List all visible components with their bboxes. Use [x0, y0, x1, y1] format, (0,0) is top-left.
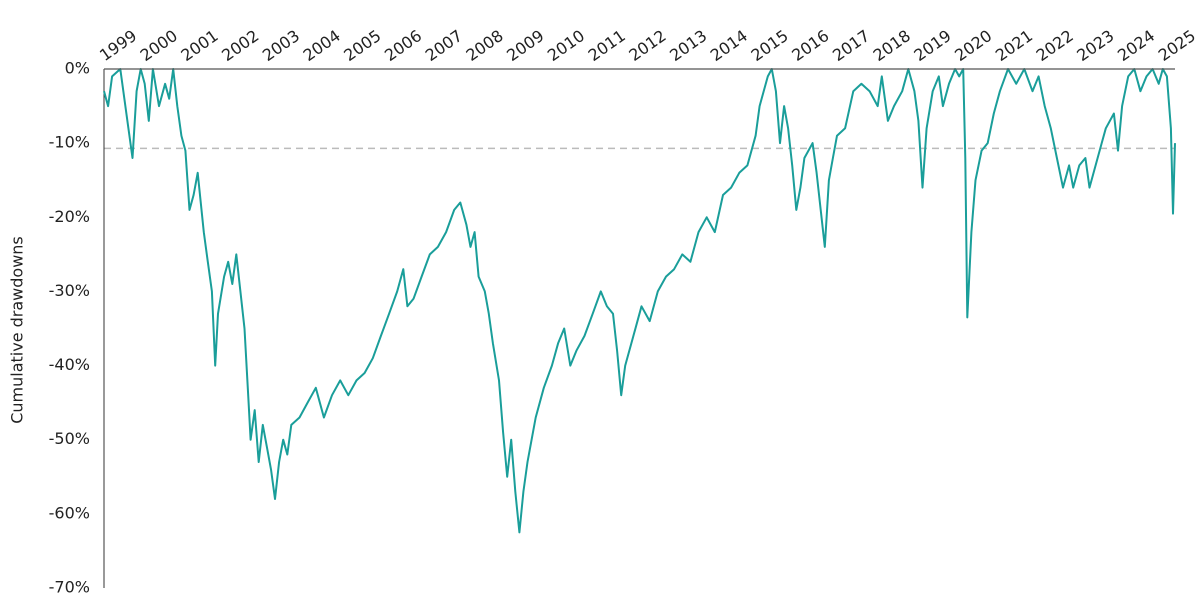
y-tick-label: -60% — [49, 503, 90, 522]
x-tick-label: 2022 — [1033, 26, 1077, 65]
x-tick-label: 2015 — [748, 26, 792, 65]
x-tick-label: 2018 — [870, 26, 914, 65]
x-tick-label: 2019 — [910, 26, 954, 65]
x-tick-label: 2004 — [300, 26, 344, 65]
x-tick-label: 2006 — [381, 26, 425, 65]
x-tick-label: 2017 — [829, 26, 873, 65]
x-tick-label: 1999 — [96, 26, 140, 65]
x-tick-label: 2014 — [707, 26, 751, 65]
y-tick-label: -30% — [49, 281, 90, 300]
x-tick-label: 2001 — [177, 26, 221, 65]
x-tick-label: 2005 — [340, 26, 384, 65]
x-tick-label: 2021 — [992, 26, 1036, 65]
x-tick-label: 2008 — [462, 26, 506, 65]
x-tick-label: 2024 — [1114, 26, 1158, 65]
y-tick-label: -40% — [49, 355, 90, 374]
y-tick-label: -70% — [49, 578, 90, 597]
x-tick-label: 2023 — [1073, 26, 1117, 65]
x-tick-label: 2000 — [137, 26, 181, 65]
x-tick-label: 2020 — [951, 26, 995, 65]
x-tick-label: 2002 — [218, 26, 262, 65]
y-tick-label: 0% — [65, 59, 90, 78]
y-tick-label: -50% — [49, 429, 90, 448]
x-tick-label: 2013 — [666, 26, 710, 65]
x-tick-label: 2003 — [259, 26, 303, 65]
x-tick-label: 2016 — [788, 26, 832, 65]
x-tick-label: 2010 — [544, 26, 588, 65]
x-tick-label: 2009 — [503, 26, 547, 65]
y-tick-label: -10% — [49, 133, 90, 152]
x-tick-label: 2012 — [625, 26, 669, 65]
y-tick-label: -20% — [49, 207, 90, 226]
drawdown-line — [103, 68, 1176, 534]
x-tick-label: 2011 — [585, 26, 629, 65]
x-tick-label: 2007 — [422, 26, 466, 65]
x-tick-label: 2025 — [1155, 26, 1199, 65]
y-axis-label: Cumulative drawdowns — [8, 236, 27, 424]
